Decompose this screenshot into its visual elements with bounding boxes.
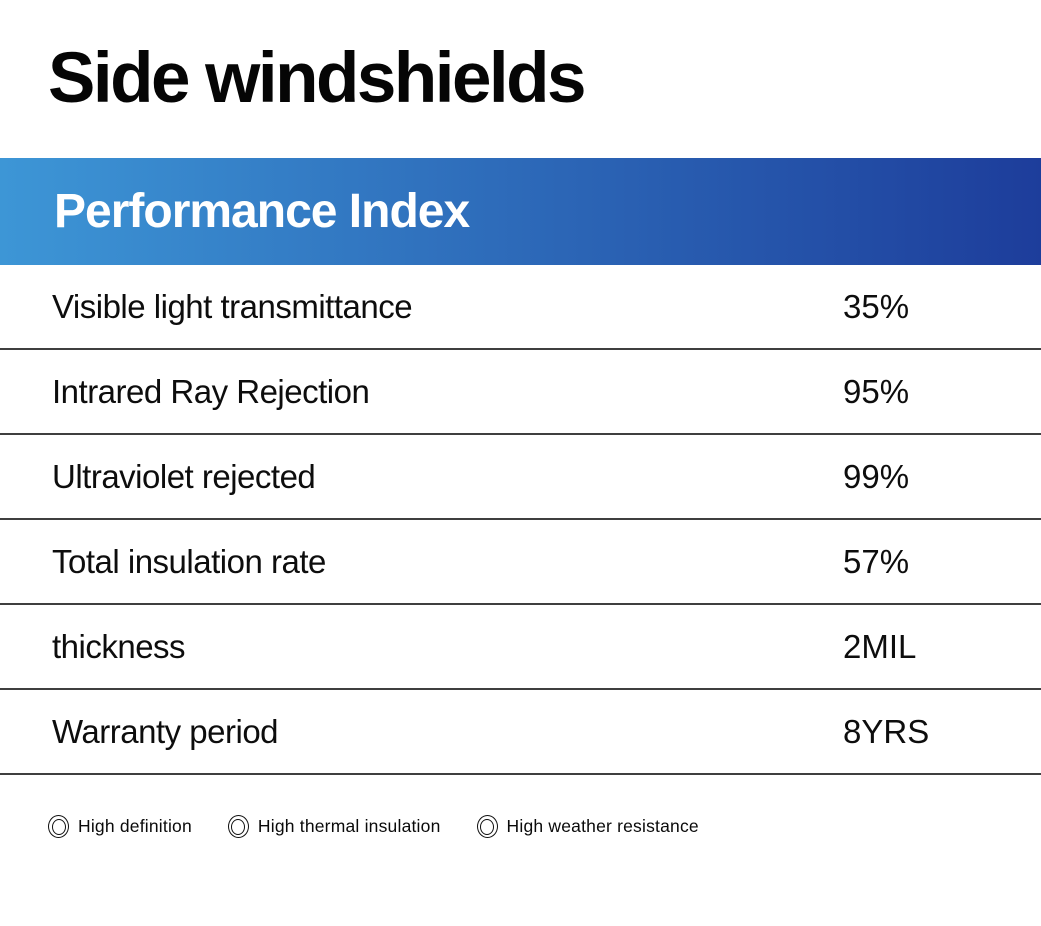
row-value: 35% <box>843 287 910 325</box>
feature-label: High thermal insulation <box>257 816 441 836</box>
row-value: 57% <box>843 542 910 580</box>
double-circle-icon <box>48 815 69 838</box>
performance-index-header: Performance Index <box>0 158 1041 265</box>
table-row: thickness 2MIL <box>0 605 1041 690</box>
row-label: Visible light transmittance <box>52 287 413 325</box>
table-row: Visible light transmittance 35% <box>0 265 1041 350</box>
double-circle-icon-inner <box>231 818 246 835</box>
double-circle-icon <box>476 815 498 838</box>
row-label: Total insulation rate <box>52 542 326 580</box>
table-row: Total insulation rate 57% <box>0 520 1041 605</box>
table-row: Ultraviolet rejected 99% <box>0 435 1041 520</box>
feature-label: High weather resistance <box>506 816 699 836</box>
feature-label: High definition <box>78 816 192 836</box>
feature-badge: High weather resistance <box>476 815 699 838</box>
performance-index-title: Performance Index <box>54 185 470 238</box>
row-value: 95% <box>843 372 910 410</box>
row-value: 99% <box>843 457 910 495</box>
row-label: Warranty period <box>52 712 279 750</box>
feature-badge: High thermal insulation <box>227 815 441 838</box>
feature-badge: High definition <box>48 815 192 838</box>
feature-badges: High definition High thermal insulation … <box>0 815 1041 838</box>
page-title: Side windshields <box>48 39 587 118</box>
double-circle-icon-inner <box>51 818 66 835</box>
row-value: 2MIL <box>843 627 917 665</box>
row-label: Intrared Ray Rejection <box>52 372 370 410</box>
row-value: 8YRS <box>843 712 930 750</box>
row-label: Ultraviolet rejected <box>52 457 316 495</box>
spec-table: Visible light transmittance 35% Intrared… <box>0 265 1041 775</box>
table-row: Intrared Ray Rejection 95% <box>0 350 1041 435</box>
double-circle-icon <box>227 815 249 838</box>
row-label: thickness <box>52 627 186 665</box>
table-row: Warranty period 8YRS <box>0 690 1041 775</box>
double-circle-icon-inner <box>480 818 495 835</box>
